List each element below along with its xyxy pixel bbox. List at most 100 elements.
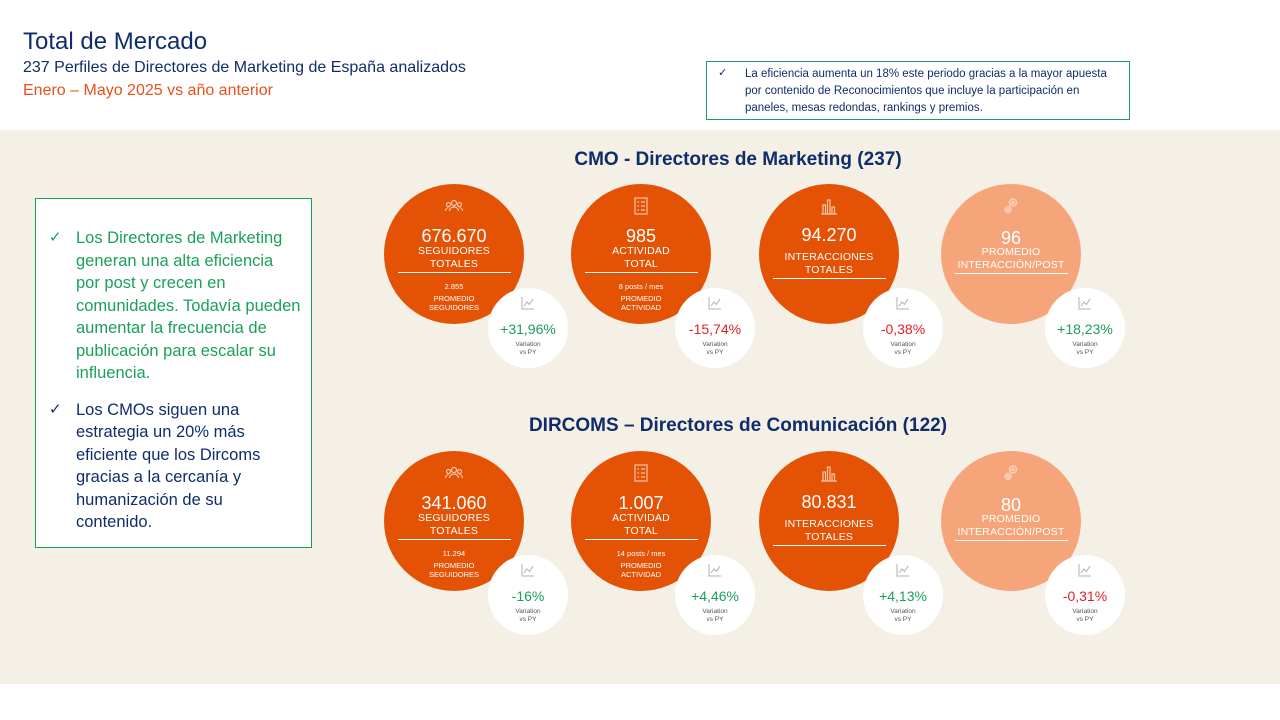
divider — [955, 540, 1068, 541]
metric-value: 80.831 — [801, 492, 857, 512]
metric-label: TOTALES — [429, 258, 479, 270]
variation-label: Variation vs PY — [863, 341, 943, 357]
page-title: Total de Mercado — [23, 28, 208, 55]
variation-label-line: Variation — [890, 341, 916, 348]
period-label: Enero – Mayo 2025 vs año anterior — [23, 82, 273, 99]
variation-value: +31,96% — [500, 321, 556, 337]
variation-circle: -0,31% Variation vs PY — [1045, 555, 1125, 635]
variation-circle: +4,13% Variation vs PY — [863, 555, 943, 635]
conclusion-text: Los Directores de Marketing generan una … — [76, 229, 301, 382]
variation-value: -0,38% — [880, 321, 926, 337]
people-icon — [444, 196, 464, 216]
metric-label: PROMEDIO — [981, 246, 1041, 258]
people-icon — [444, 463, 464, 483]
variation-label-line: vs PY — [894, 616, 912, 623]
conclusion-bullet: ✓ Los CMOs siguen una estrategia un 20% … — [47, 399, 301, 534]
trend-chart-icon — [708, 296, 722, 310]
variation-circle: +18,23% Variation vs PY — [1045, 288, 1125, 368]
metric-average: 2.855 — [444, 282, 464, 291]
metric-average-label: PROMEDIO — [620, 561, 662, 570]
variation-value: +4,46% — [691, 588, 739, 604]
variation-circle: -15,74% Variation vs PY — [675, 288, 755, 368]
metric-average-label: SEGUIDORES — [428, 303, 479, 312]
check-icon: ✓ — [49, 229, 62, 246]
metric-value: 341.060 — [421, 493, 487, 513]
metric-average: 11.294 — [442, 549, 466, 558]
variation-label-line: Variation — [1072, 608, 1098, 615]
insight-note: ✓ La eficiencia aumenta un 18% este peri… — [706, 61, 1130, 120]
metric-average-label: ACTIVIDAD — [620, 570, 661, 579]
bar-chart-icon — [819, 463, 839, 483]
variation-label: Variation vs PY — [488, 608, 568, 624]
metric-value: 1.007 — [618, 493, 664, 513]
metric-circle: 676.670 SEGUIDORES TOTALES 2.855 PROMEDIO SEG… — [384, 184, 524, 324]
metric-label: TOTAL — [624, 258, 658, 270]
variation-label-line: vs PY — [1076, 349, 1094, 356]
checklist-icon — [631, 463, 651, 483]
metric-label: TOTAL — [624, 525, 658, 537]
divider — [773, 278, 886, 279]
variation-label-line: vs PY — [1076, 616, 1094, 623]
check-icon: ✓ — [718, 67, 728, 79]
conclusion-text: Los CMOs siguen una estrategia un 20% má… — [76, 400, 261, 532]
conclusions-box: ✓ Los Directores de Marketing generan un… — [35, 198, 312, 548]
metric-value: 80 — [1000, 495, 1022, 515]
trend-chart-icon — [521, 563, 535, 577]
gears-icon — [1001, 463, 1021, 483]
divider — [398, 272, 511, 273]
trend-chart-icon — [708, 563, 722, 577]
variation-circle: -0,38% Variation vs PY — [863, 288, 943, 368]
divider — [773, 545, 886, 546]
metric-label: ACTIVIDAD — [612, 512, 670, 524]
metric-average-label: PROMEDIO — [433, 561, 475, 570]
conclusion-bullet: ✓ Los Directores de Marketing generan un… — [47, 227, 301, 385]
variation-value: +18,23% — [1057, 321, 1113, 337]
divider — [398, 539, 511, 540]
variation-label-line: vs PY — [519, 349, 537, 356]
bar-chart-icon — [819, 196, 839, 216]
variation-label-line: Variation — [702, 608, 728, 615]
metric-label: INTERACCIONES — [784, 518, 874, 530]
variation-label-line: vs PY — [519, 616, 537, 623]
insight-note-text: La eficiencia aumenta un 18% este period… — [745, 68, 1107, 114]
page-subtitle: 237 Perfiles de Directores de Marketing … — [23, 59, 466, 76]
metric-label: TOTALES — [429, 525, 479, 537]
variation-value: -15,74% — [688, 321, 742, 337]
variation-label: Variation vs PY — [675, 341, 755, 357]
variation-value: +4,13% — [879, 588, 927, 604]
variation-label: Variation vs PY — [863, 608, 943, 624]
variation-label-line: Variation — [515, 341, 541, 348]
metric-label: INTERACCIÓN/POST — [957, 259, 1065, 271]
variation-label-line: vs PY — [706, 616, 724, 623]
variation-label: Variation vs PY — [675, 608, 755, 624]
variation-label: Variation vs PY — [1045, 608, 1125, 624]
trend-chart-icon — [1078, 296, 1092, 310]
variation-label-line: Variation — [515, 608, 541, 615]
trend-chart-icon — [1078, 563, 1092, 577]
variation-label-line: vs PY — [706, 349, 724, 356]
variation-label-line: Variation — [890, 608, 916, 615]
section-title-dircoms: DIRCOMS – Directores de Comunicación (12… — [528, 415, 948, 436]
variation-label: Variation vs PY — [488, 341, 568, 357]
variation-circle: +4,46% Variation vs PY — [675, 555, 755, 635]
metric-average-label: ACTIVIDAD — [620, 303, 661, 312]
trend-chart-icon — [521, 296, 535, 310]
metric-average-label: PROMEDIO — [620, 294, 662, 303]
gears-icon — [1001, 196, 1021, 216]
trend-chart-icon — [896, 296, 910, 310]
variation-circle: -16% Variation vs PY — [488, 555, 568, 635]
metric-label: SEGUIDORES — [417, 245, 490, 257]
section-title-cmo: CMO - Directores de Marketing (237) — [574, 149, 902, 170]
check-icon: ✓ — [49, 400, 62, 418]
metric-label: TOTALES — [804, 531, 854, 543]
variation-circle: +31,96% Variation vs PY — [488, 288, 568, 368]
metric-label: INTERACCIONES — [784, 251, 874, 263]
metric-average: 14 posts / mes — [616, 549, 666, 558]
metric-label: TOTALES — [804, 264, 854, 276]
variation-label-line: vs PY — [894, 349, 912, 356]
variation-label-line: Variation — [702, 341, 728, 348]
metric-circle: 1.007 ACTIVIDAD TOTAL 14 posts / mes PROMEDI… — [571, 451, 711, 591]
metric-label: ACTIVIDAD — [612, 245, 670, 257]
metric-circle: 80 PROMEDIO INTERACCIÓN/POST — [941, 451, 1081, 591]
variation-label: Variation vs PY — [1045, 341, 1125, 357]
